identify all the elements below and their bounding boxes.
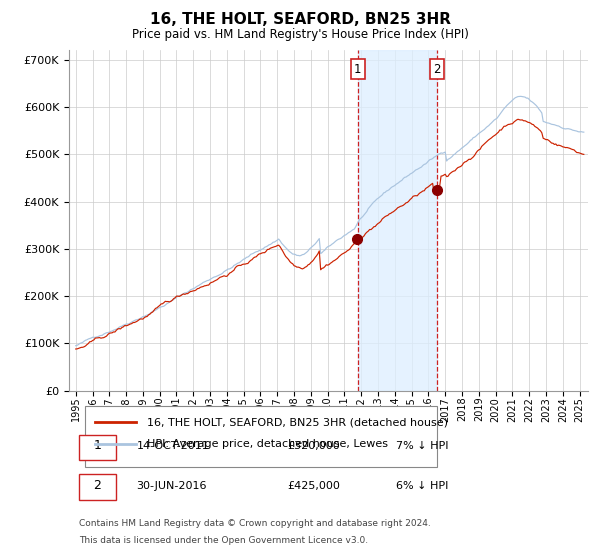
Text: This data is licensed under the Open Government Licence v3.0.: This data is licensed under the Open Gov… (79, 536, 368, 545)
Text: 1: 1 (94, 440, 101, 452)
Text: HPI: Average price, detached house, Lewes: HPI: Average price, detached house, Lewe… (147, 440, 388, 449)
Text: 2: 2 (433, 63, 440, 76)
Text: 16, THE HOLT, SEAFORD, BN25 3HR (detached house): 16, THE HOLT, SEAFORD, BN25 3HR (detache… (147, 417, 448, 427)
Text: Price paid vs. HM Land Registry's House Price Index (HPI): Price paid vs. HM Land Registry's House … (131, 28, 469, 41)
Text: 1: 1 (354, 63, 361, 76)
FancyBboxPatch shape (79, 435, 116, 460)
Text: 30-JUN-2016: 30-JUN-2016 (136, 480, 207, 491)
Text: Contains HM Land Registry data © Crown copyright and database right 2024.: Contains HM Land Registry data © Crown c… (79, 519, 431, 528)
Text: 6% ↓ HPI: 6% ↓ HPI (396, 480, 448, 491)
Text: 16, THE HOLT, SEAFORD, BN25 3HR: 16, THE HOLT, SEAFORD, BN25 3HR (149, 12, 451, 27)
Text: 2: 2 (94, 479, 101, 492)
FancyBboxPatch shape (79, 474, 116, 500)
Text: 7% ↓ HPI: 7% ↓ HPI (396, 441, 448, 451)
FancyBboxPatch shape (85, 407, 437, 466)
Text: £425,000: £425,000 (287, 480, 340, 491)
Text: 14-OCT-2011: 14-OCT-2011 (136, 441, 209, 451)
Text: £320,000: £320,000 (287, 441, 340, 451)
Bar (358, 50, 437, 390)
